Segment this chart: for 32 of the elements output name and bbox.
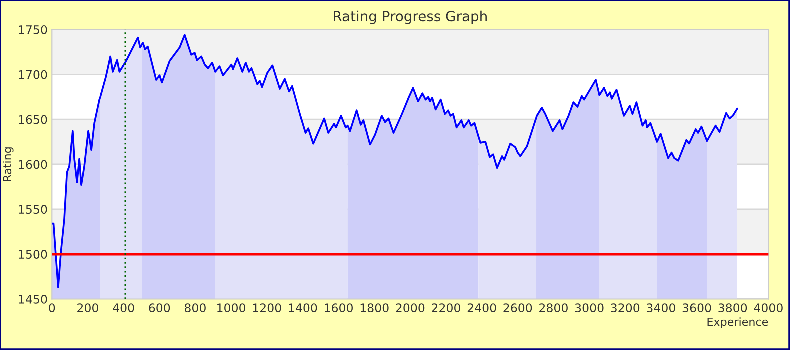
x-tick-label: 3400 bbox=[647, 304, 676, 313]
x-tick-label: 3000 bbox=[575, 304, 604, 313]
x-tick-label: 4000 bbox=[754, 304, 783, 313]
x-tick-label: 2600 bbox=[504, 304, 532, 313]
x-tick-label: 1800 bbox=[360, 304, 389, 313]
x-tick-label: 2400 bbox=[468, 304, 496, 313]
x-tick-label: 2200 bbox=[432, 304, 460, 313]
x-tick-label: 600 bbox=[149, 304, 170, 313]
x-tick-label: 3200 bbox=[611, 304, 640, 313]
y-tick-label: 1650 bbox=[19, 115, 48, 124]
x-tick-label: 2800 bbox=[540, 304, 568, 313]
x-tick-label: 3800 bbox=[718, 304, 748, 313]
x-tick-label: 1400 bbox=[289, 304, 318, 313]
y-tick-label: 1600 bbox=[19, 160, 48, 170]
line-series bbox=[52, 34, 738, 288]
x-tick-label: 2000 bbox=[396, 304, 425, 313]
y-tick-label: 1750 bbox=[19, 25, 48, 34]
x-tick-label: 200 bbox=[78, 304, 98, 313]
x-axis-title: Experience bbox=[708, 318, 768, 328]
y-axis-title: Rating bbox=[3, 148, 14, 182]
x-tick-label: 3600 bbox=[682, 304, 712, 313]
x-tick-label: 1600 bbox=[325, 304, 353, 313]
y-tick-label: 1500 bbox=[19, 250, 48, 259]
y-tick-label: 1700 bbox=[19, 70, 48, 80]
y-tick-label: 1550 bbox=[19, 205, 48, 214]
x-tick-label: 400 bbox=[113, 304, 134, 313]
x-tick-label: 1200 bbox=[253, 304, 282, 313]
x-tick-label: 1000 bbox=[218, 304, 246, 313]
y-tick-label: 1450 bbox=[19, 294, 48, 304]
chart-title: Rating Progress Graph bbox=[334, 10, 487, 24]
x-tick-label: 0 bbox=[49, 304, 56, 313]
x-tick-label: 800 bbox=[184, 304, 206, 313]
